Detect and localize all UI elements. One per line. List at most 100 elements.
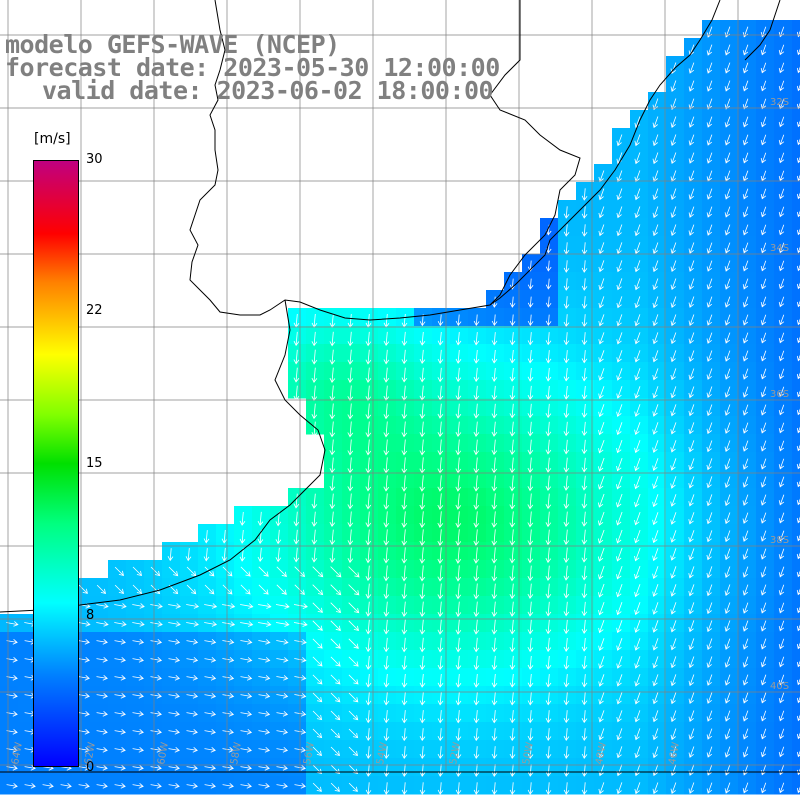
wind-speed-cell [792,344,800,363]
wind-arrow [509,493,516,510]
wind-arrow [724,746,731,758]
wind-arrow [168,729,180,735]
wind-arrow [652,206,659,219]
wind-arrow [778,746,785,758]
wind-arrow [634,404,641,417]
wind-arrow [437,547,444,564]
wind-arrow [688,350,695,363]
wind-arrow [778,674,785,686]
wind-arrow [437,511,444,528]
wind-arrow [401,349,408,365]
wind-arrow [276,729,289,735]
wind-arrow [688,332,695,345]
wind-arrow [150,693,162,699]
wind-arrow [348,638,359,649]
wind-arrow [670,134,677,147]
wind-arrow [724,692,731,704]
wind-arrow [670,494,677,507]
wind-arrow [652,242,659,255]
wind-arrow [491,529,498,546]
wind-arrow [419,331,426,346]
wind-arrow [634,224,641,237]
wind-arrow [724,134,731,146]
wind-arrow [276,584,287,595]
wind-arrow [383,511,390,528]
wind-arrow [760,260,767,272]
wind-arrow [796,606,800,614]
wind-arrow [616,565,623,580]
wind-arrow [365,547,372,564]
wind-arrow [652,386,659,399]
wind-arrow [222,783,234,789]
wind-arrow [706,458,713,471]
wind-arrow [437,529,444,546]
wind-arrow [491,601,498,617]
wind-arrow [760,422,767,434]
wind-arrow [597,529,605,544]
wind-arrow [706,728,713,740]
wind-arrow [778,188,785,200]
wind-arrow [778,728,785,740]
wind-arrow [509,782,516,795]
wind-arrow [760,584,767,596]
wind-arrow [760,350,767,362]
wind-arrow [491,782,498,795]
wind-arrow [186,765,198,771]
wind-arrow [706,62,713,74]
wind-arrow [652,260,659,273]
wind-arrow [222,603,236,609]
wind-arrow [383,421,390,438]
wind-arrow [688,746,695,758]
wind-arrow [545,332,552,346]
wind-arrow [365,493,372,510]
wind-arrow [796,318,800,326]
wind-arrow [724,656,731,668]
wind-arrow [204,675,217,681]
wind-arrow [365,764,372,777]
wind-arrow [401,637,408,653]
wind-arrow [598,404,605,418]
wind-arrow [742,530,749,542]
wind-arrow [742,206,749,218]
wind-arrow [724,188,731,200]
wind-arrow [581,547,588,563]
wind-arrow [742,422,749,434]
wind-arrow [222,711,235,717]
wind-arrow [203,530,210,544]
wind-arrow [652,350,659,363]
wind-arrow [509,728,516,742]
wind-arrow [634,638,641,651]
wind-arrow [563,421,570,437]
wind-arrow [778,296,785,308]
wind-arrow [742,332,749,344]
wind-arrow [688,242,695,254]
wind-arrow [706,692,713,704]
wind-arrow [401,673,408,688]
wind-arrow [670,674,677,687]
wind-arrow [688,188,695,200]
colorbar-tick-0: 0 [86,760,95,775]
wind-arrow [581,332,588,346]
wind-arrow [365,746,372,759]
wind-arrow [491,475,498,492]
wind-arrow [634,350,641,363]
wind-arrow [491,511,498,528]
wind-arrow [311,403,318,420]
wind-arrow [670,80,677,93]
wind-arrow [347,349,354,365]
wind-arrow [311,349,318,365]
wind-speed-cell [792,596,800,615]
wind-arrow [778,242,785,254]
wind-arrow [724,782,731,794]
wind-arrow [563,637,570,652]
wind-arrow [563,260,570,273]
wind-arrow [652,98,659,111]
wind-arrow [616,170,623,183]
wind-arrow [78,729,90,735]
wind-arrow [545,511,552,528]
wind-arrow [616,314,623,327]
wind-arrow [670,620,677,633]
wind-arrow [760,566,767,578]
wind-arrow [652,656,659,669]
wind-arrow [581,475,588,491]
